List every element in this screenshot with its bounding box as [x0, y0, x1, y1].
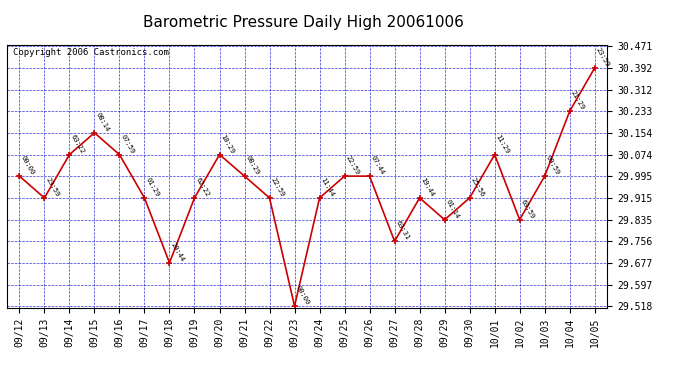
- Text: 09:59: 09:59: [544, 155, 560, 176]
- Text: 25:56: 25:56: [470, 177, 486, 198]
- Text: 19:44: 19:44: [420, 177, 435, 198]
- Text: 01:14: 01:14: [444, 198, 460, 220]
- Text: 23:59: 23:59: [595, 46, 611, 68]
- Text: 20:44: 20:44: [170, 242, 186, 263]
- Text: 00:00: 00:00: [19, 155, 35, 176]
- Text: 22:59: 22:59: [270, 177, 286, 198]
- Text: 22:59: 22:59: [344, 155, 360, 176]
- Text: 00:00: 00:00: [295, 285, 310, 306]
- Text: 11:44: 11:44: [319, 177, 335, 198]
- Text: 08:14: 08:14: [95, 111, 110, 133]
- Text: 08:29: 08:29: [244, 155, 260, 176]
- Text: 21:29: 21:29: [570, 90, 586, 111]
- Text: Copyright 2006 Castronics.com: Copyright 2006 Castronics.com: [13, 48, 169, 57]
- Text: 62:22: 62:22: [195, 177, 210, 198]
- Text: 63:59: 63:59: [520, 198, 535, 220]
- Text: 63:22: 63:22: [70, 133, 86, 154]
- Text: 10:29: 10:29: [219, 133, 235, 154]
- Text: 63:31: 63:31: [395, 220, 411, 241]
- Text: Barometric Pressure Daily High 20061006: Barometric Pressure Daily High 20061006: [143, 15, 464, 30]
- Text: 23:59: 23:59: [44, 177, 60, 198]
- Text: 07:44: 07:44: [370, 155, 386, 176]
- Text: 01:29: 01:29: [144, 177, 160, 198]
- Text: 11:29: 11:29: [495, 133, 511, 154]
- Text: 07:59: 07:59: [119, 133, 135, 154]
